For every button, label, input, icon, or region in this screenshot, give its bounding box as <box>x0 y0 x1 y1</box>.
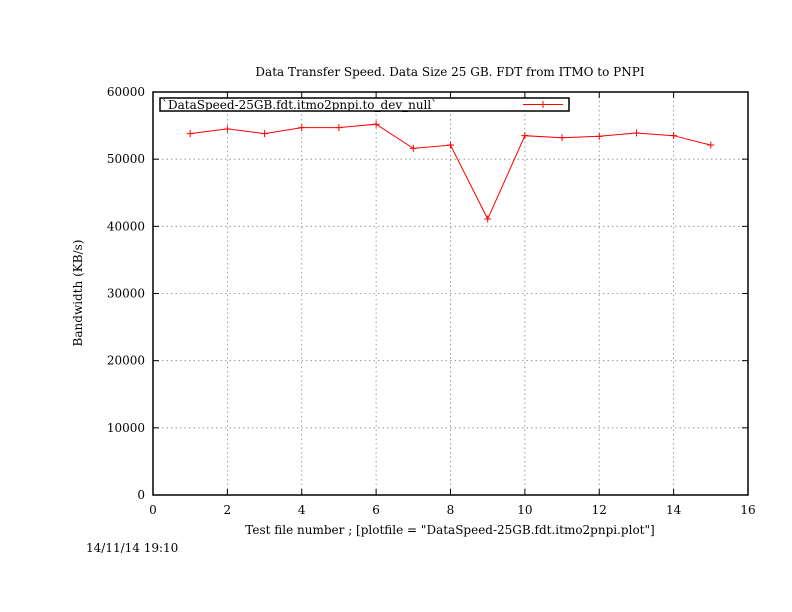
x-axis-title: Test file number ; [plotfile = "DataSpee… <box>245 523 654 537</box>
y-tick-label: 10000 <box>107 421 145 435</box>
y-tick-label: 0 <box>137 488 145 502</box>
y-tick-label: 20000 <box>107 354 145 368</box>
data-point <box>223 125 231 133</box>
y-tick-label: 60000 <box>107 85 145 99</box>
x-tick-label: 12 <box>592 503 607 517</box>
legend-box <box>159 97 570 112</box>
y-tick-label: 30000 <box>107 287 145 301</box>
x-tick-label: 0 <box>149 503 157 517</box>
data-point <box>595 132 603 140</box>
chart-title: Data Transfer Speed. Data Size 25 GB. FD… <box>255 65 644 79</box>
y-axis-title: Bandwidth (KB/s) <box>71 240 85 347</box>
timestamp: 14/11/14 19:10 <box>86 541 178 555</box>
data-point <box>632 129 640 137</box>
grid <box>153 92 748 495</box>
x-tick-label: 4 <box>298 503 306 517</box>
data-point <box>335 124 343 132</box>
data-point <box>670 132 678 140</box>
y-tick-label: 40000 <box>107 219 145 233</box>
data-point <box>484 215 492 223</box>
data-point <box>298 124 306 132</box>
data-point <box>521 132 529 140</box>
data-point <box>372 120 380 128</box>
data-point <box>447 141 454 149</box>
data-point <box>409 144 417 152</box>
series-layer <box>186 120 715 223</box>
x-tick-label: 2 <box>224 503 232 517</box>
x-tick-label: 16 <box>740 503 755 517</box>
y-tick-label: 50000 <box>107 152 145 166</box>
y-tick-labels: 0 10000 20000 30000 40000 50000 60000 <box>107 85 145 502</box>
x-tick-label: 6 <box>372 503 380 517</box>
x-tick-label: 10 <box>517 503 532 517</box>
data-point <box>261 130 269 138</box>
x-tick-label: 8 <box>447 503 455 517</box>
x-tick-label: 14 <box>666 503 682 517</box>
data-point <box>186 130 194 138</box>
data-point <box>558 134 566 142</box>
legend-marker <box>539 101 547 108</box>
legend-label: `DataSpeed-25GB.fdt.itmo2pnpi.to_dev_nul… <box>162 98 437 112</box>
legend: `DataSpeed-25GB.fdt.itmo2pnpi.to_dev_nul… <box>159 97 570 112</box>
plot-frame <box>152 91 749 496</box>
data-point <box>707 141 715 149</box>
x-tick-labels: 0 2 4 6 8 10 12 14 16 <box>149 503 755 517</box>
